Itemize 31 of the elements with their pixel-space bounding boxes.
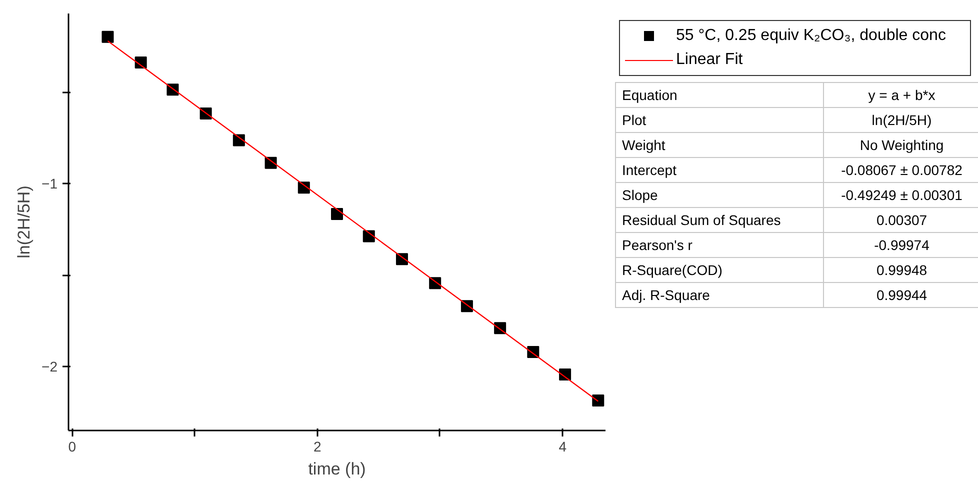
legend-label: 55 °C, 0.25 equiv K₂CO₃, double conc [676, 26, 946, 46]
text: Slope [616, 182, 824, 208]
point [102, 30, 114, 43]
x-axis-title: time (h) [308, 460, 366, 478]
text: 0.99944 [823, 282, 978, 308]
text: -0.49249 ± 0.00301 [823, 182, 978, 208]
point [362, 230, 375, 242]
y-tick-label: −1 [42, 176, 58, 192]
point [592, 394, 604, 407]
text: 0.00307 [823, 208, 978, 232]
text: ln(2H/5H) [823, 108, 978, 132]
x-tick-label: 0 [68, 438, 76, 454]
x-tick-label: 4 [558, 438, 567, 454]
legend-label: Linear Fit [676, 50, 743, 70]
text: y = a + b*x [823, 82, 978, 108]
text: Residual Sum of Squares [616, 208, 824, 232]
text: -0.99974 [823, 232, 978, 258]
text: No Weighting [823, 132, 978, 158]
text: Intercept [616, 158, 824, 182]
text: -0.08067 ± 0.00782 [823, 158, 978, 182]
text: Equation [616, 82, 824, 108]
text: Adj. R-Square [616, 282, 824, 308]
y-axis-title: ln(2H/5H) [14, 186, 34, 258]
text: R-Square(COD) [616, 258, 824, 282]
text: 0.99948 [823, 258, 978, 282]
text: Plot [616, 108, 824, 132]
text: Pearson's r [616, 232, 824, 258]
y-tick-label: −2 [42, 358, 58, 374]
point [331, 208, 343, 220]
text: Weight [616, 132, 824, 158]
x-tick-label: 2 [313, 438, 322, 454]
